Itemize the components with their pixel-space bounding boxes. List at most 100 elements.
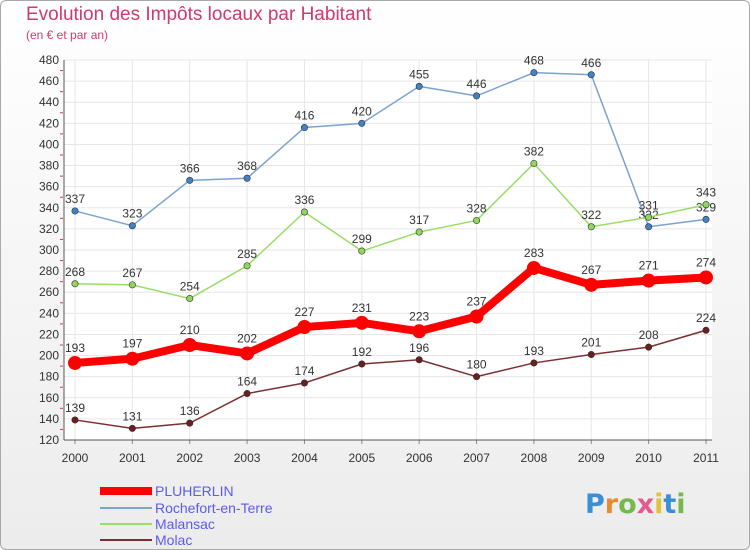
data-label-rochefort-en-terre: 466 [581, 56, 601, 70]
data-point-malansac [300, 208, 308, 216]
data-point-malansac [587, 223, 595, 231]
data-point-pluherlin [641, 273, 656, 288]
data-label-malansac: 322 [581, 208, 601, 222]
x-tick-label: 2005 [348, 451, 375, 465]
data-label-malansac: 317 [409, 213, 429, 227]
chart-subtitle: (en € et par an) [26, 28, 109, 42]
data-point-rochefort-en-terre [128, 222, 136, 230]
data-point-malansac [530, 159, 538, 167]
data-label-rochefort-en-terre: 416 [294, 109, 314, 123]
data-point-pluherlin [584, 277, 599, 292]
data-point-malansac [186, 295, 194, 303]
data-point-malansac [473, 216, 481, 224]
data-label-malansac: 267 [122, 266, 142, 280]
data-point-pluherlin [68, 355, 82, 370]
logo-letter: P [585, 489, 605, 520]
data-label-pluherlin: 231 [352, 301, 372, 315]
logo-letter: t [663, 489, 677, 520]
x-tick-label: 2007 [463, 451, 490, 465]
y-tick-label: 200 [39, 349, 59, 363]
x-tick-label: 2002 [176, 451, 203, 465]
data-point-rochefort-en-terre [415, 82, 423, 90]
data-point-malansac [645, 213, 653, 221]
data-label-malansac: 328 [467, 201, 487, 215]
data-point-malansac [243, 262, 251, 270]
data-point-rochefort-en-terre [186, 176, 194, 184]
y-tick-label: 440 [39, 95, 59, 109]
x-tick-label: 2004 [291, 451, 318, 465]
data-point-molac [415, 356, 423, 364]
data-point-pluherlin [297, 320, 312, 335]
data-point-molac [358, 360, 366, 368]
y-tick-label: 120 [39, 433, 59, 447]
data-label-molac: 196 [409, 341, 429, 355]
data-label-malansac: 382 [524, 144, 544, 158]
data-point-pluherlin [182, 338, 197, 352]
data-point-malansac [358, 247, 366, 255]
y-tick-label: 140 [39, 412, 59, 426]
y-tick-label: 480 [39, 53, 59, 67]
y-tick-label: 280 [39, 264, 59, 278]
data-label-molac: 192 [352, 345, 372, 359]
y-tick-label: 320 [39, 222, 59, 236]
x-tick-label: 2001 [119, 451, 146, 465]
data-point-pluherlin [699, 270, 713, 285]
legend-swatch [100, 507, 152, 509]
data-point-pluherlin [469, 309, 484, 324]
data-point-pluherlin [240, 346, 255, 361]
data-label-malansac: 343 [696, 186, 716, 200]
data-label-molac: 174 [294, 364, 314, 378]
series-molac: 139 131 136 164 174 192 196 180 193 201 208 224 [65, 311, 716, 432]
y-tick-label: 240 [39, 306, 59, 320]
y-tick-label: 220 [39, 327, 59, 341]
y-tick-label: 260 [39, 285, 59, 299]
data-label-pluherlin: 223 [409, 309, 429, 323]
legend-swatch [100, 523, 152, 525]
y-tick-label: 160 [39, 391, 59, 405]
series-line-rochefort-en-terre [74, 71, 707, 228]
data-point-rochefort-en-terre [358, 119, 366, 127]
data-point-molac [473, 373, 481, 381]
x-tick-label: 2009 [578, 451, 605, 465]
series-line-molac [74, 329, 707, 430]
series-pluherlin: 193 197 210 202 227 231 223 237 283 267 271 274 [65, 246, 716, 370]
y-tick-label: 340 [39, 201, 59, 215]
legend-label: PLUHERLIN [155, 483, 234, 499]
data-label-rochefort-en-terre: 446 [467, 77, 487, 91]
data-point-molac [300, 379, 308, 387]
data-point-molac [128, 424, 136, 432]
legend-label: Malansac [155, 516, 215, 532]
data-label-rochefort-en-terre: 323 [122, 207, 142, 221]
data-point-rochefort-en-terre [300, 124, 308, 132]
x-tick-label: 2010 [635, 451, 662, 465]
legend-label: Rochefort-en-Terre [155, 500, 273, 516]
data-label-malansac: 336 [294, 193, 314, 207]
logo-letter: i [654, 489, 664, 520]
y-tick-label: 380 [39, 159, 59, 173]
y-tick-label: 460 [39, 74, 59, 88]
x-tick-label: 2011 [693, 451, 719, 465]
series-line-pluherlin [71, 263, 710, 367]
legend-swatch [100, 487, 152, 495]
logo-letter: i [676, 489, 686, 520]
data-point-molac [243, 390, 251, 398]
chart-title: Evolution des Impôts locaux par Habitant [26, 4, 372, 25]
data-label-malansac: 285 [237, 247, 257, 261]
data-point-malansac [71, 280, 79, 288]
data-point-malansac [702, 201, 710, 209]
data-label-pluherlin: 197 [122, 337, 142, 351]
logo-letter: x [636, 489, 655, 520]
data-label-rochefort-en-terre: 366 [180, 161, 200, 175]
data-point-pluherlin [526, 260, 541, 275]
data-point-molac [645, 343, 653, 351]
data-label-malansac: 268 [65, 265, 85, 279]
data-point-molac [530, 359, 538, 367]
data-label-pluherlin: 227 [294, 305, 314, 319]
data-point-molac [587, 350, 595, 358]
data-label-pluherlin: 210 [180, 323, 200, 337]
data-point-pluherlin [412, 324, 427, 339]
data-label-pluherlin: 283 [524, 246, 544, 260]
data-label-pluherlin: 237 [467, 295, 487, 309]
x-tick-label: 2008 [521, 451, 548, 465]
